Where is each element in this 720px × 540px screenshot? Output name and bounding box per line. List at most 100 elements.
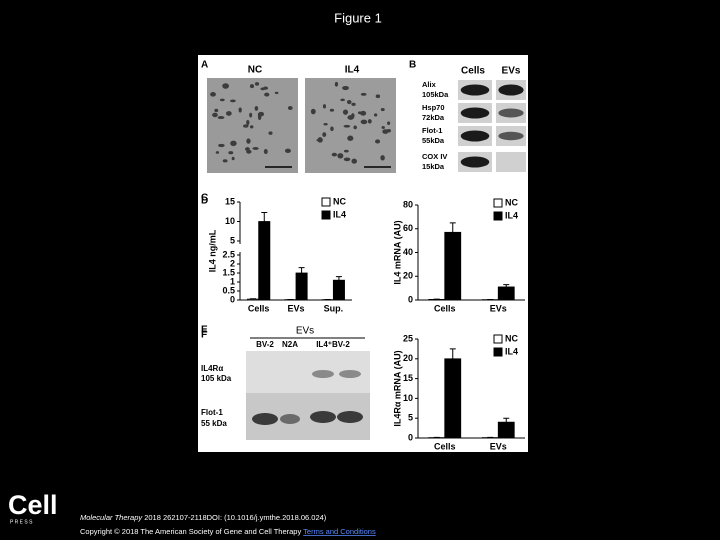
cell bbox=[287, 106, 293, 110]
error-bar bbox=[335, 276, 342, 281]
blot-box bbox=[496, 152, 526, 172]
cell bbox=[317, 137, 323, 143]
cell bbox=[380, 155, 385, 161]
cell bbox=[254, 82, 260, 86]
blot-label: 105 kDa bbox=[201, 374, 232, 383]
image-label: IL4 bbox=[345, 65, 360, 76]
lane-label: IL4⁺BV-2 bbox=[316, 340, 350, 349]
cell bbox=[225, 111, 232, 116]
cell bbox=[246, 119, 250, 126]
cell bbox=[351, 158, 358, 164]
band bbox=[460, 107, 490, 119]
cell bbox=[343, 124, 351, 128]
terms-link[interactable]: Terms and Conditions bbox=[303, 527, 376, 536]
cell bbox=[343, 149, 349, 153]
y-tick-label: 2.5 bbox=[222, 249, 235, 259]
cell bbox=[331, 152, 338, 157]
band bbox=[339, 370, 361, 378]
cell bbox=[347, 135, 354, 141]
column-label: EVs bbox=[502, 66, 521, 77]
cell bbox=[246, 149, 252, 154]
band bbox=[460, 84, 490, 96]
cell bbox=[347, 115, 354, 120]
cell bbox=[353, 125, 357, 130]
x-tick-label: Cells bbox=[248, 303, 270, 313]
legend-label: IL4 bbox=[505, 346, 518, 356]
cell bbox=[373, 113, 378, 117]
cell bbox=[231, 156, 235, 161]
cell bbox=[334, 81, 339, 87]
cell bbox=[386, 128, 391, 133]
cell bbox=[274, 91, 279, 95]
bar bbox=[444, 231, 462, 301]
y-tick-label: 60 bbox=[403, 223, 413, 233]
y-tick-label: 15 bbox=[403, 373, 413, 383]
citation: Molecular Therapy 2018 262107-2118DOI: (… bbox=[80, 513, 327, 522]
cell bbox=[229, 99, 236, 103]
cell bbox=[322, 132, 327, 137]
cell bbox=[215, 151, 220, 154]
cell bbox=[257, 114, 262, 121]
y-tick-label: 1 bbox=[230, 276, 235, 286]
cell bbox=[337, 153, 344, 159]
blot-label: 55 kDa bbox=[201, 419, 227, 428]
cell bbox=[330, 126, 334, 132]
panel-letter: B bbox=[409, 60, 416, 71]
cell bbox=[212, 112, 218, 118]
error-bar bbox=[503, 284, 510, 287]
panel-letter: F bbox=[201, 330, 207, 341]
y-axis-title: IL4Rα mRNA (AU) bbox=[392, 350, 402, 426]
error-bar bbox=[503, 417, 510, 423]
blot-label: Flot-1 bbox=[422, 126, 442, 135]
cell bbox=[223, 83, 227, 87]
panel-letter: E bbox=[201, 325, 208, 336]
group-label: EVs bbox=[296, 326, 314, 337]
cell bbox=[222, 159, 228, 163]
cell bbox=[260, 87, 266, 91]
x-tick-label: Sup. bbox=[324, 303, 344, 313]
blot-label: 105kDa bbox=[422, 90, 449, 99]
cell bbox=[357, 111, 362, 115]
error-bar bbox=[298, 267, 305, 273]
legend-swatch bbox=[321, 210, 331, 220]
legend-label: NC bbox=[505, 333, 518, 343]
y-tick-label: 10 bbox=[403, 393, 413, 403]
cell bbox=[381, 126, 385, 129]
cell bbox=[284, 148, 291, 154]
cell bbox=[254, 105, 259, 111]
error-bar bbox=[261, 212, 268, 222]
cell bbox=[340, 98, 345, 102]
band bbox=[460, 156, 490, 168]
cell bbox=[343, 157, 351, 162]
cell bbox=[242, 124, 249, 128]
legend-swatch bbox=[493, 211, 503, 221]
panel-letter: A bbox=[201, 60, 208, 71]
legend-label: NC bbox=[505, 197, 518, 207]
band bbox=[310, 411, 336, 423]
blot-label: IL4Rα bbox=[201, 364, 223, 373]
x-tick-label: EVs bbox=[287, 303, 304, 313]
cell bbox=[342, 85, 349, 91]
cell bbox=[322, 104, 327, 109]
band bbox=[498, 108, 524, 118]
cell bbox=[360, 119, 368, 125]
band bbox=[498, 131, 524, 141]
cell bbox=[360, 92, 367, 96]
band bbox=[312, 370, 334, 378]
y-tick-label: 5 bbox=[408, 413, 413, 423]
bar bbox=[497, 286, 515, 301]
legend-swatch bbox=[493, 347, 503, 357]
x-tick-label: EVs bbox=[490, 441, 507, 451]
cell bbox=[375, 94, 381, 99]
error-bar bbox=[449, 222, 456, 233]
band bbox=[252, 413, 278, 425]
x-tick-label: EVs bbox=[490, 303, 507, 313]
band bbox=[280, 414, 300, 424]
lane-label: BV-2 bbox=[256, 340, 274, 349]
cell bbox=[230, 140, 237, 147]
cell bbox=[329, 108, 335, 112]
panel-letter: C bbox=[201, 193, 208, 204]
bar bbox=[497, 421, 515, 439]
